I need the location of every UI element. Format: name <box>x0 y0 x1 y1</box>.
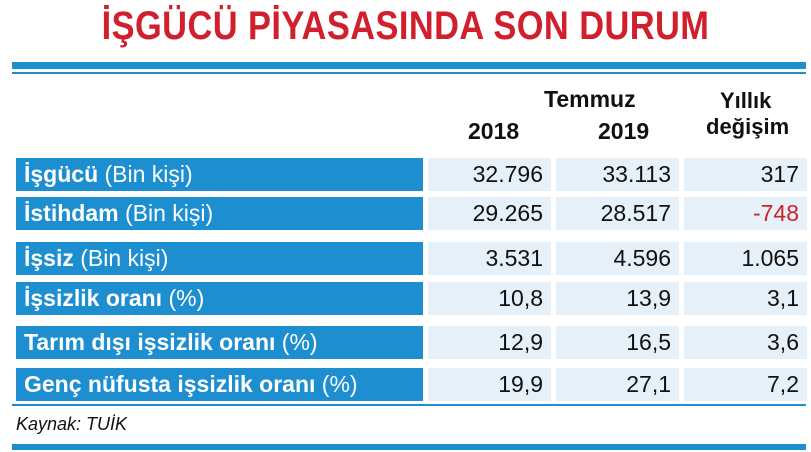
row-label: İşgücü (Bin kişi) <box>16 158 423 191</box>
row-label-unit: (%) <box>275 329 318 355</box>
header-year-2019: 2019 <box>598 118 650 144</box>
value-change: 317 <box>684 158 807 191</box>
row-label-main: İşsizlik oranı <box>24 285 163 311</box>
row-label: İşsizlik oranı (%) <box>16 282 423 315</box>
chart-title: İŞGÜCÜ PİYASASINDA SON DURUM <box>101 4 710 48</box>
row-label: Genç nüfusta işsizlik oranı (%) <box>16 368 423 401</box>
top-rule <box>12 62 806 69</box>
value-2018: 3.531 <box>428 242 551 275</box>
value-change: -748 <box>684 197 807 230</box>
value-change: 7,2 <box>684 368 807 401</box>
header-year-2018: 2018 <box>468 118 520 144</box>
value-2018: 10,8 <box>428 282 551 315</box>
row-label-unit: (%) <box>315 371 358 397</box>
top-rule-thin <box>12 72 806 74</box>
header-annual-change-line1: Yıllık <box>720 88 772 113</box>
value-2018: 32.796 <box>428 158 551 191</box>
bottom-rule-thin <box>12 404 806 406</box>
value-2018: 12,9 <box>428 326 551 359</box>
row-label-main: Genç nüfusta işsizlik oranı <box>24 371 316 397</box>
value-2019: 33.113 <box>556 158 679 191</box>
header-annual-change: Yıllık değişim <box>706 88 796 140</box>
bottom-rule <box>12 444 806 450</box>
row-label: Tarım dışı işsizlik oranı (%) <box>16 326 423 359</box>
header-month: Temmuz <box>544 86 636 112</box>
row-label-main: İşgücü <box>24 161 99 187</box>
value-2019: 16,5 <box>556 326 679 359</box>
source-note: Kaynak: TUİK <box>16 414 128 434</box>
value-2019: 13,9 <box>556 282 679 315</box>
row-label-unit: (Bin kişi) <box>73 245 169 271</box>
value-2019: 28.517 <box>556 197 679 230</box>
row-label-unit: (Bin kişi) <box>118 200 214 226</box>
row-label-main: İstihdam <box>24 200 119 226</box>
row-label: İşsiz (Bin kişi) <box>16 242 423 275</box>
value-change: 3,6 <box>684 326 807 359</box>
row-label-main: İşsiz <box>24 245 74 271</box>
header-annual-change-line2: değişim <box>706 114 790 139</box>
value-change: 3,1 <box>684 282 807 315</box>
value-2019: 4.596 <box>556 242 679 275</box>
value-2019: 27,1 <box>556 368 679 401</box>
value-2018: 29.265 <box>428 197 551 230</box>
row-label-unit: (Bin kişi) <box>98 161 193 187</box>
value-2018: 19,9 <box>428 368 551 401</box>
value-change: 1.065 <box>684 242 807 275</box>
row-label-unit: (%) <box>162 285 205 311</box>
row-label-main: Tarım dışı işsizlik oranı <box>24 329 276 355</box>
row-label: İstihdam (Bin kişi) <box>16 197 423 230</box>
